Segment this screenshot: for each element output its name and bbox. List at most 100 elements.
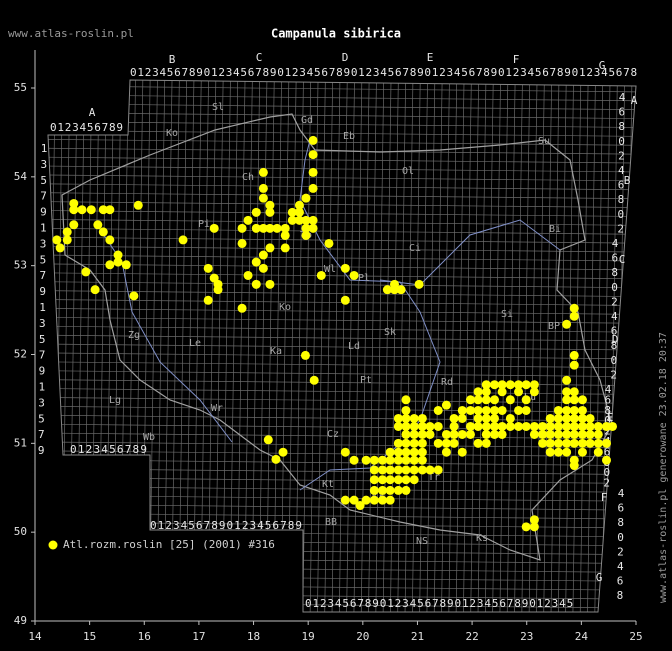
- region-label: Ld: [348, 341, 360, 352]
- grid-digit: 3: [40, 237, 47, 250]
- region-label: BB: [325, 517, 337, 528]
- grid-digit: 5: [40, 253, 47, 266]
- atlas-grid-line: [484, 80, 494, 612]
- record-dot: [425, 429, 435, 439]
- grid-letter: C: [256, 51, 263, 64]
- record-dot: [553, 413, 563, 423]
- record-dot: [569, 350, 579, 360]
- record-dot: [489, 421, 499, 431]
- record-dot: [294, 200, 304, 210]
- atlas-grid-line: [258, 80, 268, 612]
- grid-digits: 0123456789: [50, 121, 123, 134]
- region-label: Pi: [198, 219, 210, 230]
- record-dot: [237, 223, 247, 233]
- record-dot: [457, 405, 467, 415]
- record-dot: [69, 205, 79, 215]
- record-dot: [265, 279, 275, 289]
- grid-digits: 01234567890123456789: [150, 519, 302, 532]
- atlas-grid-line: [48, 299, 636, 306]
- record-dot: [529, 522, 539, 532]
- record-dot: [133, 200, 143, 210]
- record-dot: [393, 465, 403, 475]
- record-dot: [433, 438, 443, 448]
- record-dot: [514, 405, 524, 415]
- grid-digit: 8: [617, 516, 624, 529]
- record-dot: [98, 205, 108, 215]
- record-dot: [529, 429, 539, 439]
- atlas-grid-line: [426, 80, 436, 612]
- atlas-grid-line: [295, 80, 304, 612]
- record-dot: [393, 475, 403, 485]
- region-label: Tr: [428, 472, 440, 483]
- atlas-grid-line: [48, 112, 636, 119]
- record-dot: [308, 150, 318, 160]
- atlas-grid-line: [48, 388, 636, 395]
- x-tick-label: 23: [520, 630, 533, 643]
- credit: www.atlas-roslin.pl generowane 23.02.18 …: [658, 332, 669, 603]
- atlas-grid-line: [419, 80, 428, 612]
- record-dot: [497, 421, 507, 431]
- chart-title: Campanula sibirica: [271, 27, 401, 41]
- atlas-grid-line: [48, 254, 636, 262]
- record-dot: [294, 207, 304, 217]
- atlas-grid-line: [48, 210, 636, 217]
- grid-digit: 8: [618, 120, 625, 133]
- record-dot: [425, 421, 435, 431]
- record-dot: [385, 447, 395, 457]
- record-dot: [562, 405, 572, 415]
- record-dot: [251, 223, 261, 233]
- record-dot: [553, 447, 563, 457]
- grid-digit: 1: [39, 301, 46, 314]
- region-label: Su: [538, 136, 550, 147]
- record-dot: [265, 223, 275, 233]
- atlas-grid-line: [543, 80, 553, 612]
- record-dot: [569, 303, 579, 313]
- record-dot: [409, 438, 419, 448]
- record-dot: [263, 435, 273, 445]
- grid-digit: 7: [39, 349, 46, 362]
- record-dot: [489, 395, 499, 405]
- grid-digit: 0: [611, 281, 618, 294]
- record-dot: [414, 279, 424, 289]
- region-label: Sl: [212, 102, 224, 113]
- atlas-grid-line: [178, 80, 188, 612]
- record-dot: [280, 243, 290, 253]
- record-dot: [449, 421, 459, 431]
- grid-digit: 9: [38, 444, 45, 457]
- record-dot: [113, 250, 123, 260]
- record-dot: [417, 438, 427, 448]
- record-dot: [213, 285, 223, 295]
- record-dot: [251, 279, 261, 289]
- record-dot: [52, 235, 62, 245]
- region-label: Wl: [324, 264, 336, 275]
- atlas-grid-line: [48, 130, 636, 137]
- atlas-grid-line: [48, 316, 636, 324]
- atlas-grid-line: [375, 80, 385, 612]
- atlas-grid-line: [382, 80, 392, 612]
- record-dot: [308, 167, 318, 177]
- grid-digit: 5: [39, 333, 46, 346]
- region-label: Ka: [270, 346, 282, 357]
- record-dot: [577, 429, 587, 439]
- atlas-grid-line: [404, 80, 414, 612]
- record-dot: [55, 243, 65, 253]
- record-dot: [385, 465, 395, 475]
- region-label: Pl: [358, 273, 370, 284]
- record-dot: [308, 135, 318, 145]
- atlas-grid-line: [48, 334, 636, 342]
- y-tick-label: 49: [14, 614, 27, 627]
- record-dot: [569, 387, 579, 397]
- region-label: Zg: [128, 330, 140, 341]
- record-dot: [105, 205, 115, 215]
- grid-letter: A: [631, 94, 638, 107]
- record-dot: [377, 485, 387, 495]
- record-dot: [562, 421, 572, 431]
- record-dot: [69, 198, 79, 208]
- record-dot: [577, 395, 587, 405]
- record-dot: [449, 429, 459, 439]
- record-dot: [457, 413, 467, 423]
- record-dot: [251, 257, 261, 267]
- record-dot: [401, 438, 411, 448]
- region-label: Lg: [109, 395, 121, 406]
- grid-digit: 3: [39, 317, 46, 330]
